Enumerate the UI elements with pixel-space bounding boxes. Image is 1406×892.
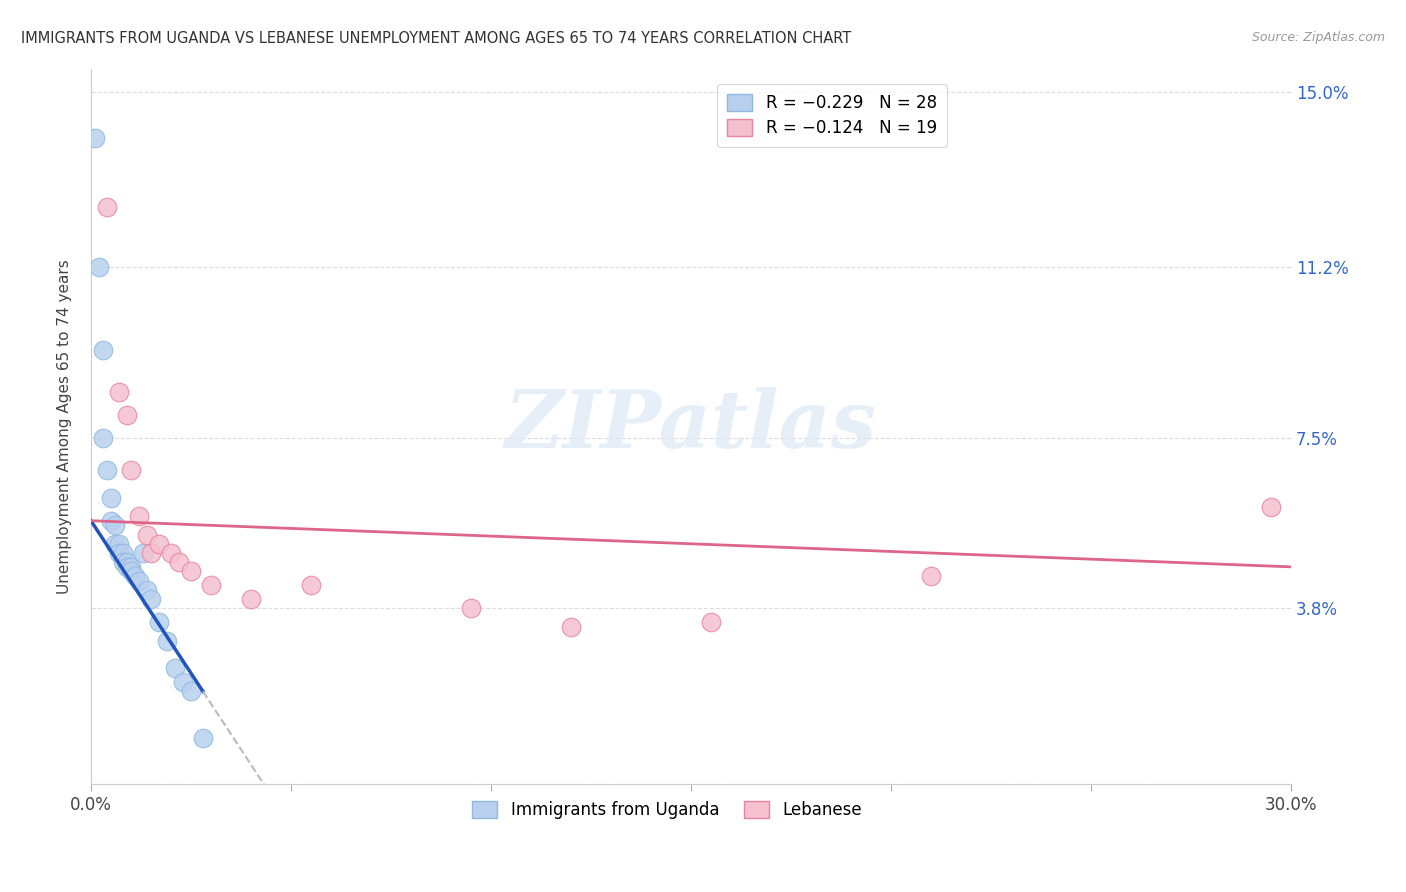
Point <box>160 546 183 560</box>
Point <box>128 509 150 524</box>
Y-axis label: Unemployment Among Ages 65 to 74 years: Unemployment Among Ages 65 to 74 years <box>58 259 72 593</box>
Legend: Immigrants from Uganda, Lebanese: Immigrants from Uganda, Lebanese <box>465 794 869 825</box>
Point <box>132 546 155 560</box>
Point <box>920 569 942 583</box>
Point <box>167 555 190 569</box>
Point <box>560 620 582 634</box>
Point <box>104 537 127 551</box>
Point <box>104 518 127 533</box>
Text: ZIPatlas: ZIPatlas <box>505 387 877 465</box>
Point <box>115 408 138 422</box>
Point <box>100 514 122 528</box>
Point <box>163 661 186 675</box>
Point <box>191 731 214 745</box>
Point <box>136 527 159 541</box>
Text: Source: ZipAtlas.com: Source: ZipAtlas.com <box>1251 31 1385 45</box>
Point <box>91 431 114 445</box>
Point <box>120 463 142 477</box>
Point <box>136 582 159 597</box>
Point <box>115 559 138 574</box>
Point <box>108 384 131 399</box>
Point <box>128 574 150 588</box>
Point <box>460 601 482 615</box>
Point <box>156 633 179 648</box>
Point <box>115 555 138 569</box>
Point <box>91 343 114 357</box>
Text: IMMIGRANTS FROM UGANDA VS LEBANESE UNEMPLOYMENT AMONG AGES 65 TO 74 YEARS CORREL: IMMIGRANTS FROM UGANDA VS LEBANESE UNEMP… <box>21 31 852 46</box>
Point <box>87 260 110 274</box>
Point <box>180 684 202 698</box>
Point <box>111 546 134 560</box>
Point <box>96 463 118 477</box>
Point <box>200 578 222 592</box>
Point <box>139 546 162 560</box>
Point <box>172 675 194 690</box>
Point <box>180 565 202 579</box>
Point <box>124 569 146 583</box>
Point <box>700 615 723 630</box>
Point <box>100 491 122 505</box>
Point <box>120 559 142 574</box>
Point <box>108 537 131 551</box>
Point <box>148 615 170 630</box>
Point <box>120 565 142 579</box>
Point <box>148 537 170 551</box>
Point <box>299 578 322 592</box>
Point <box>108 546 131 560</box>
Point <box>84 130 107 145</box>
Point <box>139 592 162 607</box>
Point <box>96 200 118 214</box>
Point <box>239 592 262 607</box>
Point <box>111 555 134 569</box>
Point <box>1260 500 1282 514</box>
